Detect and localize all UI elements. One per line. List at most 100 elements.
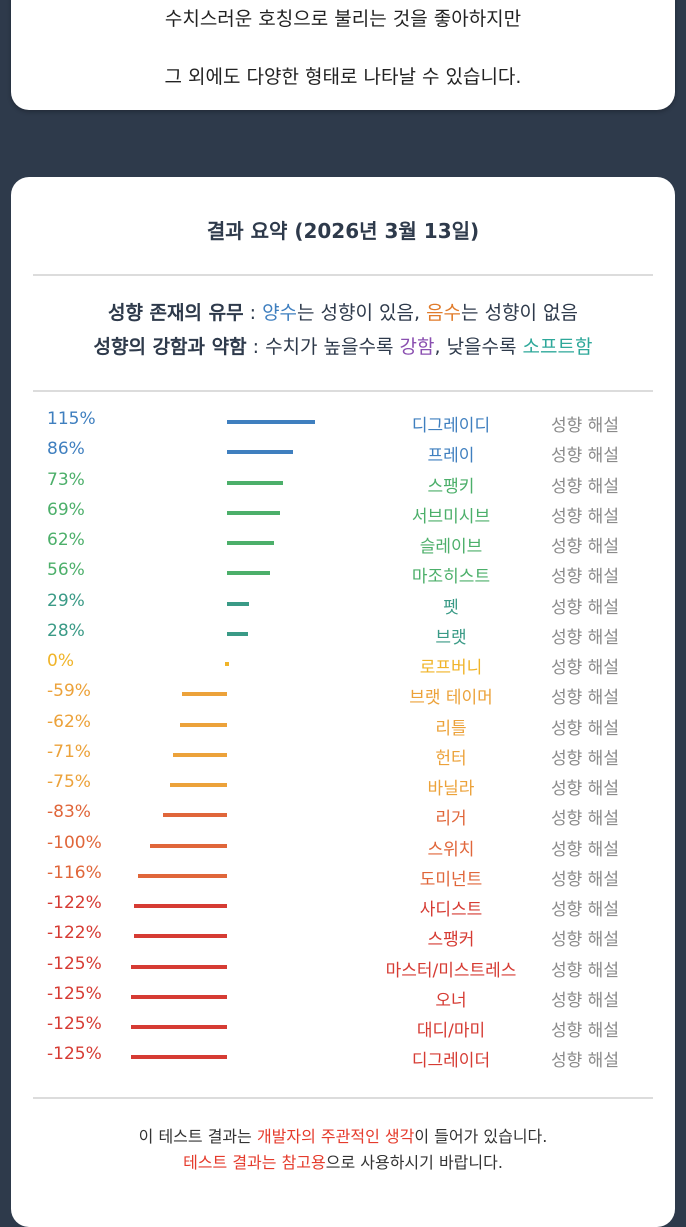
trait-explanation-link[interactable]: 성향 해설 (551, 627, 619, 648)
score-bar (181, 692, 227, 697)
score-bar (172, 752, 227, 757)
disclaimer-highlight: 테스트 결과는 참고용 (183, 1153, 326, 1172)
divider (33, 1097, 653, 1099)
legend-soft-word: 소프트함 (522, 336, 593, 358)
trait-explanation-link[interactable]: 성향 해설 (551, 476, 619, 497)
trait-explanation-link[interactable]: 성향 해설 (551, 748, 619, 769)
result-row: -75% 바닐라 성향 해설 (11, 770, 675, 800)
legend-positive-text: 는 성향이 있음, (297, 302, 427, 324)
trait-explanation-link[interactable]: 성향 해설 (551, 597, 619, 618)
legend-strength-label: 성향의 강함과 약함 (93, 336, 247, 358)
legend-presence-label: 성향 존재의 유무 (107, 302, 244, 324)
legend-strong-word: 강함 (399, 336, 435, 358)
trait-explanation-link[interactable]: 성향 해설 (551, 900, 619, 920)
score-bar (163, 813, 227, 818)
trait-explanation-link[interactable]: 성향 해설 (551, 416, 619, 436)
score-bar (227, 601, 250, 606)
trait-name: 브랫 테이머 (409, 688, 493, 709)
legend-negative-word: 음수 (426, 302, 462, 324)
score-bar (227, 420, 315, 424)
trait-explanation-link[interactable]: 성향 해설 (551, 658, 619, 678)
trait-name: 마조히스트 (411, 567, 491, 588)
divider (33, 390, 653, 392)
description-line-2: 그 외에도 다양한 형태로 나타날 수 있습니다. (164, 66, 522, 88)
trait-explanation-link[interactable]: 성향 해설 (551, 960, 619, 981)
trait-explanation-link[interactable]: 성향 해설 (551, 1021, 619, 1041)
trait-explanation-link[interactable]: 성향 해설 (551, 779, 619, 799)
result-row: 86% 프레이 성향 해설 (11, 437, 675, 467)
score-bar (227, 450, 293, 455)
result-row: -125% 디그레이더 성향 해설 (11, 1042, 675, 1072)
disclaimer-highlight: 개발자의 주관적인 생각 (256, 1127, 415, 1146)
trait-explanation-link[interactable]: 성향 해설 (551, 839, 619, 860)
trait-explanation-link[interactable]: 성향 해설 (551, 990, 619, 1011)
percent-label: 69% (47, 499, 85, 520)
percent-label: 73% (47, 469, 85, 490)
trait-name: 디그레이디 (411, 416, 491, 436)
percent-label: 0% (47, 651, 74, 671)
result-row: 69% 서브미시브 성향 해설 (11, 498, 675, 528)
trait-name: 슬레이브 (419, 537, 483, 557)
trait-explanation-link[interactable]: 성향 해설 (551, 506, 619, 527)
percent-label: -125% (47, 1014, 102, 1034)
trait-name: 프레이 (427, 446, 475, 467)
percent-label: 115% (47, 409, 96, 429)
result-row: -59% 브랫 테이머 성향 해설 (11, 679, 675, 709)
trait-name: 도미넌트 (419, 869, 483, 890)
result-row: 73% 스팽키 성향 해설 (11, 468, 675, 498)
trait-explanation-link[interactable]: 성향 해설 (551, 930, 619, 951)
percent-label: -62% (47, 711, 91, 732)
percent-label: -122% (47, 893, 102, 913)
percent-label: -59% (47, 681, 91, 702)
trait-name: 바닐라 (427, 779, 475, 799)
trait-name: 스팽키 (427, 476, 475, 497)
disclaimer-pre: 이 테스트 결과는 (138, 1127, 257, 1146)
trait-explanation-link[interactable]: 성향 해설 (551, 446, 619, 467)
score-bar (131, 1025, 227, 1029)
score-bar (131, 964, 227, 969)
percent-label: -116% (47, 862, 102, 883)
trait-explanation-link[interactable]: 성향 해설 (551, 688, 619, 709)
trait-name: 디그레이더 (411, 1051, 491, 1072)
trait-name: 대디/마미 (416, 1021, 486, 1041)
percent-label: -125% (47, 983, 102, 1004)
result-row: -125% 마스터/미스트레스 성향 해설 (11, 952, 675, 982)
score-bar (133, 934, 227, 939)
score-bar (227, 631, 249, 636)
trait-name: 오너 (435, 990, 467, 1011)
legend-presence: 성향 존재의 유무 : 양수는 성향이 있음, 음수는 성향이 없음 (11, 298, 675, 325)
score-bar (179, 722, 227, 727)
result-row: -122% 사디스트 성향 해설 (11, 891, 675, 921)
result-row: 56% 마조히스트 성향 해설 (11, 558, 675, 588)
percent-label: 28% (47, 620, 85, 641)
trait-explanation-link[interactable]: 성향 해설 (551, 567, 619, 588)
trait-explanation-link[interactable]: 성향 해설 (551, 537, 619, 557)
trait-explanation-link[interactable]: 성향 해설 (551, 869, 619, 890)
trait-name: 헌터 (435, 748, 467, 769)
legend-strength-mid: , 낮을수록 (434, 336, 523, 358)
result-row: -62% 리틀 성향 해설 (11, 710, 675, 740)
trait-explanation-link[interactable]: 성향 해설 (551, 1051, 619, 1072)
description-card: 수치스러운 호칭으로 불리는 것을 좋아하지만 그 외에도 다양한 형태로 나타… (11, 0, 675, 110)
description-line-1: 수치스러운 호칭으로 불리는 것을 좋아하지만 (164, 8, 522, 30)
result-row: -125% 오너 성향 해설 (11, 982, 675, 1012)
score-bar (169, 783, 227, 787)
result-row: -125% 대디/마미 성향 해설 (11, 1012, 675, 1042)
score-bar (150, 843, 227, 848)
trait-name: 사디스트 (419, 900, 483, 920)
trait-name: 스팽커 (427, 930, 475, 951)
trait-name: 서브미시브 (411, 506, 491, 527)
percent-label: -75% (47, 772, 91, 792)
legend-strength-pre: 수치가 높을수록 (265, 336, 400, 358)
trait-name: 스위치 (427, 839, 475, 860)
percent-label: -100% (47, 832, 102, 853)
result-row: -83% 리거 성향 해설 (11, 800, 675, 830)
trait-name: 리거 (435, 809, 467, 830)
trait-explanation-link[interactable]: 성향 해설 (551, 718, 619, 739)
trait-explanation-link[interactable]: 성향 해설 (551, 809, 619, 830)
score-bar (138, 873, 227, 878)
summary-title: 결과 요약 (2026년 3월 13일) (206, 219, 480, 243)
result-row: 28% 브랫 성향 해설 (11, 619, 675, 649)
percent-label: 86% (47, 439, 85, 460)
score-bar (227, 510, 280, 515)
